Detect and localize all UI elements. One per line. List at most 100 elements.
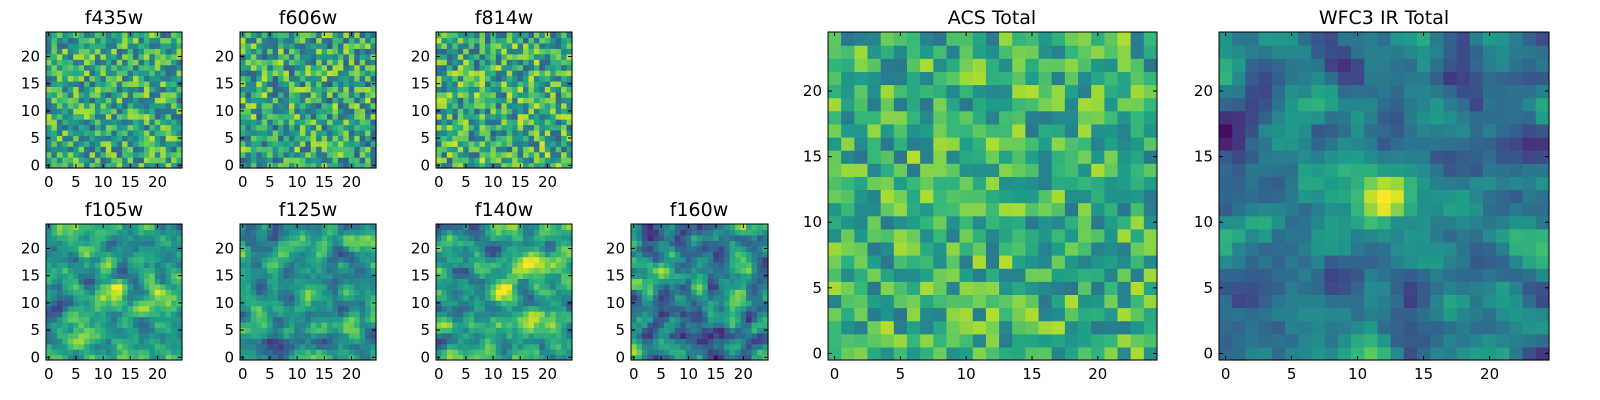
pixel-cell: [490, 272, 497, 279]
pixel-cell: [122, 70, 129, 77]
pixel-cell: [880, 189, 895, 204]
pixel-cell: [46, 229, 53, 236]
pixel-cell: [724, 272, 731, 279]
pixel-cell: [354, 332, 361, 339]
pixel-cell: [316, 262, 323, 269]
pixel-cell: [321, 305, 328, 312]
pixel-cell: [67, 272, 74, 279]
pixel-cell: [436, 234, 443, 241]
pixel-cell: [550, 311, 557, 318]
pixel-cell: [550, 245, 557, 252]
pixel-cell: [165, 343, 172, 350]
pixel-cell: [735, 262, 742, 269]
pixel-cell: [696, 278, 703, 285]
pixel-cell: [631, 240, 638, 247]
pixel-cell: [343, 278, 350, 285]
pixel-cell: [288, 64, 295, 71]
pixel-cell: [365, 80, 372, 87]
pixel-cell: [46, 42, 53, 49]
pixel-cell: [310, 289, 317, 296]
pixel-cell: [343, 162, 350, 169]
pixel-cell: [171, 256, 178, 263]
pixel-cell: [441, 332, 448, 339]
pixel-cell: [84, 229, 91, 236]
pixel-cell: [127, 64, 134, 71]
pixel-cell: [370, 332, 377, 339]
pixel-cell: [1012, 228, 1026, 243]
pixel-cell: [729, 316, 736, 323]
pixel-cell: [757, 272, 764, 279]
pixel-cell: [116, 80, 123, 87]
pixel-cell: [245, 349, 252, 356]
pixel-cell: [354, 256, 361, 263]
pixel-cell: [154, 283, 161, 290]
pixel-cell: [250, 229, 257, 236]
pixel-cell: [143, 283, 150, 290]
pixel-cell: [278, 272, 285, 279]
pixel-cell: [718, 283, 725, 290]
pixel-cell: [116, 240, 123, 247]
pixel-cell: [506, 245, 513, 252]
pixel-cell: [256, 80, 263, 87]
pixel-cell: [305, 224, 312, 231]
pixel-cell: [160, 70, 167, 77]
pixel-cell: [327, 70, 334, 77]
pixel-cell: [51, 80, 58, 87]
pixel-cell: [94, 124, 101, 131]
pixel-cell: [512, 86, 519, 93]
pixel-cell: [746, 321, 753, 328]
pixel-cell: [474, 59, 481, 66]
pixel-cell: [84, 86, 91, 93]
pixel-cell: [327, 162, 334, 169]
pixel-cell: [299, 332, 306, 339]
pixel-cell: [544, 234, 551, 241]
pixel-cell: [327, 75, 334, 82]
pixel-cell: [631, 343, 638, 350]
pixel-cell: [160, 108, 167, 115]
pixel-cell: [337, 332, 344, 339]
pixel-cell: [555, 229, 562, 236]
pixel-cell: [359, 245, 366, 252]
pixel-cell: [321, 151, 328, 158]
pixel-cell: [517, 146, 524, 153]
pixel-cell: [680, 311, 687, 318]
pixel-cell: [256, 42, 263, 49]
pixel-cell: [446, 162, 453, 169]
pixel-cell: [143, 146, 150, 153]
pixel-cell: [316, 240, 323, 247]
pixel-cell: [267, 343, 274, 350]
pixel-cell: [985, 241, 1000, 256]
pixel-cell: [100, 332, 107, 339]
pixel-cell: [51, 75, 58, 82]
pixel-cell: [517, 316, 524, 323]
pixel-cell: [484, 75, 491, 82]
pixel-cell: [288, 157, 295, 164]
pixel-cell: [73, 108, 80, 115]
pixel-cell: [463, 135, 470, 142]
pixel-cell: [149, 300, 156, 307]
pixel-cell: [267, 283, 274, 290]
pixel-cell: [740, 278, 747, 285]
pixel-cell: [51, 108, 58, 115]
pixel-cell: [283, 343, 290, 350]
pixel-cell: [316, 354, 323, 361]
pixel-cell: [327, 146, 334, 153]
pixel-cell: [479, 240, 486, 247]
pixel-cell: [959, 241, 974, 256]
pixel-cell: [566, 256, 573, 263]
pixel-cell: [299, 135, 306, 142]
pixel-cell: [67, 119, 74, 126]
pixel-cell: [544, 245, 551, 252]
pixel-cell: [669, 311, 676, 318]
pixel-cell: [718, 262, 725, 269]
pixel-cell: [463, 251, 470, 258]
pixel-cell: [647, 283, 654, 290]
pixel-cell: [56, 321, 63, 328]
pixel-cell: [729, 294, 736, 301]
pixel-cell: [680, 305, 687, 312]
pixel-cell: [127, 327, 134, 334]
pixel-cell: [105, 80, 112, 87]
pixel-cell: [523, 289, 530, 296]
pixel-cell: [84, 48, 91, 55]
